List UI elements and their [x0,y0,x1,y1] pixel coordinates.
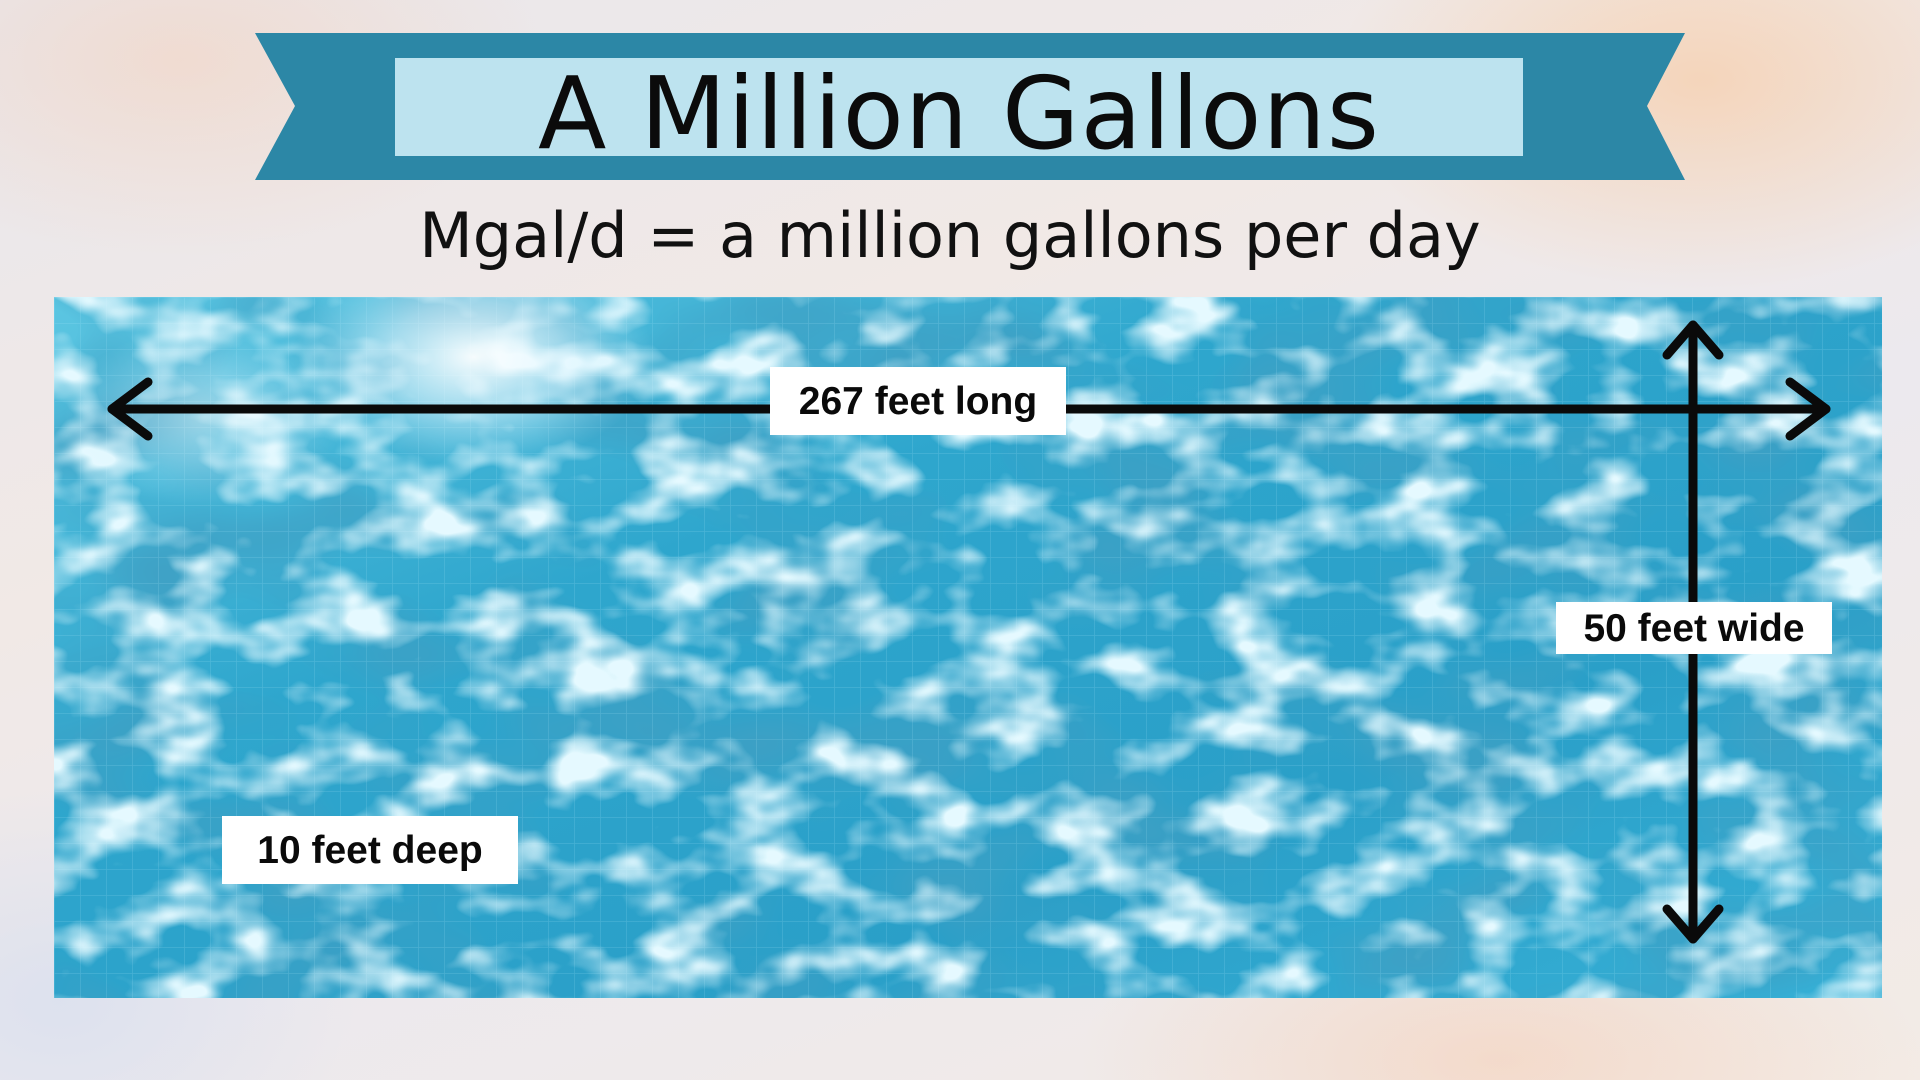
length-label: 267 feet long [770,367,1066,435]
page-title: A Million Gallons [538,55,1380,172]
subtitle: Mgal/d = a million gallons per day [419,199,1481,272]
depth-label: 10 feet deep [222,816,518,884]
pool-water-image: 267 feet long 50 feet wide 10 feet deep [54,297,1882,998]
title-banner: A Million Gallons [255,33,1685,180]
width-label: 50 feet wide [1556,602,1832,654]
title-box: A Million Gallons [395,58,1523,164]
